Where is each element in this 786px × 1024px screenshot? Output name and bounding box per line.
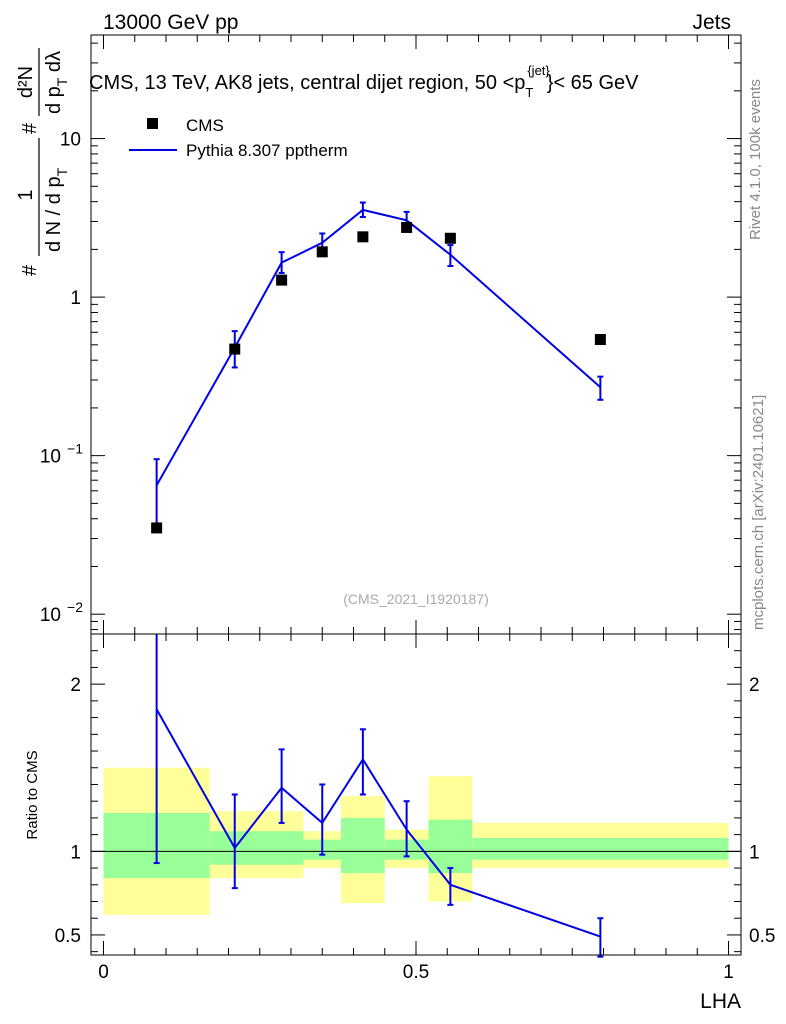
main-panel: 10 −2 10 −1 1 10 CMS, 13 TeV, AK8 jets, centr…: [15, 34, 742, 635]
main-axis-ticks: 10 −2 10 −1 1 10: [40, 35, 741, 634]
legend-cms-marker: [147, 118, 158, 129]
cms-point: [229, 343, 241, 355]
main-ytick-label: 10: [40, 447, 61, 468]
title-sup: {jet}: [527, 63, 550, 78]
ylabel-num2: d²N: [15, 66, 37, 98]
ratio-ytick-label-right: 2: [749, 675, 760, 696]
ratio-frame: [90, 633, 742, 956]
ratio-xtick-label: 1: [723, 962, 734, 983]
ratio-ytick-label-right: 0.5: [749, 926, 775, 947]
ratio-ytick-label-left: 1: [70, 842, 81, 863]
main-data-layer: [151, 201, 606, 534]
ratio-xtick-label: 0.5: [403, 962, 429, 983]
ratio-data-layer: [153, 634, 604, 958]
header-left: 13000 GeV pp: [103, 11, 238, 34]
cms-point: [444, 232, 456, 244]
ratio-band-inner: [209, 831, 304, 865]
ratio-xtick-label: 0: [98, 962, 109, 983]
title-post: }< 65 GeV: [547, 72, 639, 94]
plot-title: CMS, 13 TeV, AK8 jets, central dijet reg…: [89, 63, 639, 100]
ylabel-hash: #: [19, 264, 41, 276]
main-ytick-label: 10: [60, 130, 81, 151]
main-ytick-exp: −2: [67, 599, 83, 615]
cms-point: [316, 246, 328, 258]
title-sub: T: [525, 85, 533, 100]
header-right: Jets: [692, 11, 731, 34]
watermark: (CMS_2021_I1920187): [343, 591, 489, 607]
ylabel-den2: d pT dλ: [43, 51, 70, 114]
ratio-ytick-label-left: 2: [70, 675, 81, 696]
ylabel-num: 1: [15, 189, 37, 200]
ratio-ytick-label-right: 1: [749, 842, 760, 863]
ratio-axis-ticks: 0.5 0.5 1 1 2 2 0 0.5 1: [55, 634, 775, 983]
cms-point: [594, 334, 606, 346]
cms-point: [357, 231, 369, 243]
main-ytick-label: 10: [40, 605, 61, 626]
main-ylabel: # 1 d N / d pT # d²N d pT dλ: [15, 48, 70, 276]
cms-point: [401, 221, 413, 233]
ylabel-den: d N / d pT: [43, 167, 70, 252]
main-ytick-exp: −1: [67, 441, 83, 457]
ylabel-hash2: #: [19, 122, 41, 134]
x-axis-label: LHA: [700, 990, 741, 1013]
cms-point: [276, 274, 288, 286]
mcplots-label: mcplots.cern.ch [arXiv:2401.10621]: [750, 395, 767, 630]
ratio-panel: 0.5 0.5 1 1 2 2 0 0.5 1 Ratio to CMS LHA: [24, 633, 775, 1013]
legend-cms-label: CMS: [186, 116, 224, 135]
ratio-ytick-label-left: 0.5: [55, 926, 81, 947]
ratio-mc-line: [155, 708, 601, 938]
ratio-band-inner: [428, 819, 473, 874]
cms-point: [151, 522, 163, 534]
ratio-ylabel: Ratio to CMS: [24, 750, 41, 839]
ratio-band-inner: [341, 817, 385, 874]
main-ytick-label: 1: [70, 288, 81, 309]
legend-mc-label: Pythia 8.307 pptherm: [186, 141, 348, 160]
mc-line: [155, 208, 602, 486]
rivet-label: Rivet 4.1.0, 100k events: [747, 79, 764, 240]
ratio-band-inner: [472, 837, 729, 860]
